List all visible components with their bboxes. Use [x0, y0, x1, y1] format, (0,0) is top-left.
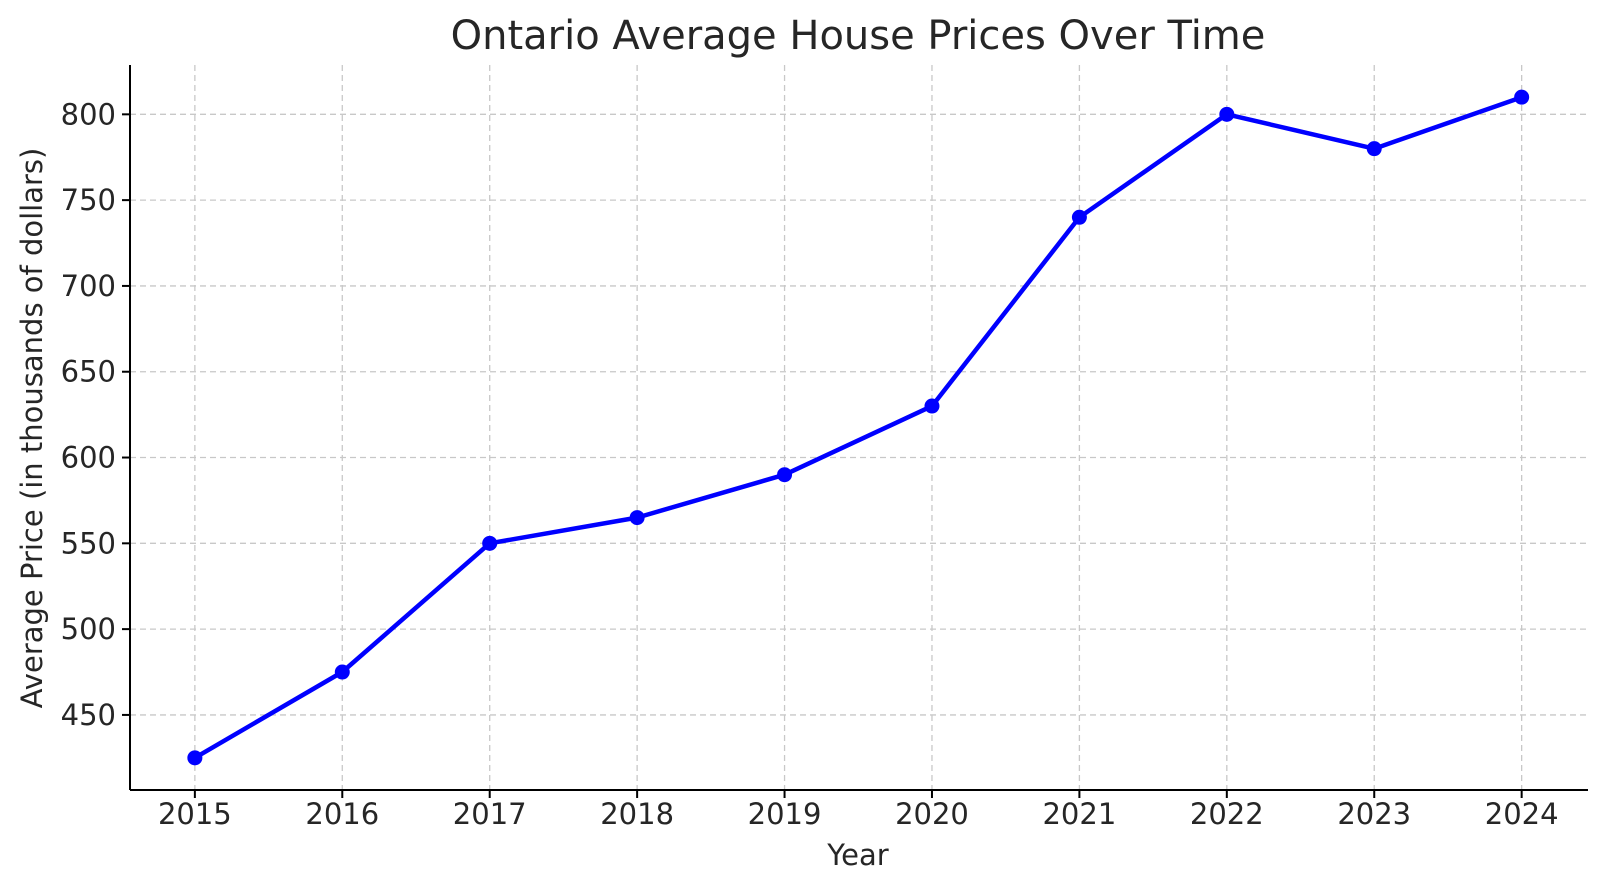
- x-tick-label: 2020: [895, 797, 969, 831]
- y-tick-label: 500: [61, 612, 116, 646]
- data-point: [629, 510, 645, 526]
- x-tick-label: 2018: [600, 797, 674, 831]
- data-point: [1071, 209, 1087, 225]
- data-series: [187, 89, 1530, 766]
- y-tick-label: 650: [61, 355, 116, 389]
- x-tick-label: 2016: [305, 797, 379, 831]
- y-axis-label: Average Price (in thousands of dollars): [15, 148, 49, 709]
- axes: [129, 65, 1588, 791]
- x-tick-label: 2019: [748, 797, 822, 831]
- data-point: [334, 664, 350, 680]
- x-tick-label: 2024: [1485, 797, 1559, 831]
- x-tick-label: 2017: [453, 797, 527, 831]
- x-tick-label: 2021: [1042, 797, 1116, 831]
- tick-marks: [122, 113, 1523, 798]
- data-point: [187, 750, 203, 766]
- y-tick-label: 550: [61, 526, 116, 560]
- y-tick-label: 800: [61, 97, 116, 131]
- x-axis-label: Year: [826, 838, 888, 872]
- x-tick-label: 2022: [1190, 797, 1264, 831]
- x-tick-label: 2023: [1337, 797, 1411, 831]
- chart-title: Ontario Average House Prices Over Time: [451, 13, 1266, 59]
- y-tick-label: 700: [61, 269, 116, 303]
- data-point: [1366, 141, 1382, 157]
- data-point: [1219, 106, 1235, 122]
- data-point: [482, 535, 498, 551]
- data-point: [777, 467, 793, 483]
- series-line: [192, 94, 1524, 761]
- data-point: [924, 398, 940, 414]
- y-tick-label: 750: [61, 183, 116, 217]
- x-tick-label: 2015: [158, 797, 232, 831]
- y-tick-label: 600: [61, 441, 116, 475]
- grid-lines: [130, 65, 1588, 790]
- y-tick-label: 450: [61, 698, 116, 732]
- data-point: [1514, 89, 1530, 105]
- tick-labels: 2015 2016 2017 2018 2019 2020 2021 2022 2023 2024…: [61, 97, 1559, 831]
